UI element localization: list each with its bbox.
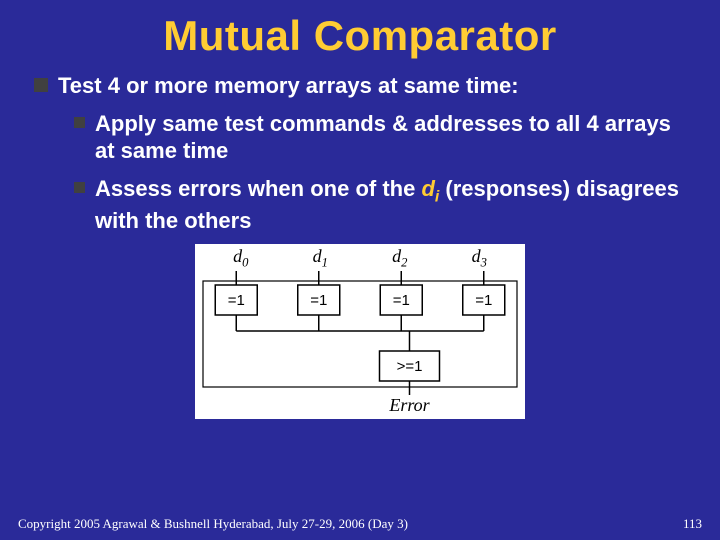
input-label-d0: d0 [201, 246, 281, 271]
input-label-d1: d1 [281, 246, 361, 271]
text-fragment: Assess errors when one of the [95, 176, 421, 201]
svg-text:=1: =1 [393, 292, 410, 309]
svg-text:>=1: >=1 [397, 358, 423, 375]
square-bullet-icon [74, 182, 85, 193]
slide-title: Mutual Comparator [0, 0, 720, 60]
diagram-input-labels: d0 d1 d2 d3 [195, 246, 525, 271]
input-label-d3: d3 [440, 246, 520, 271]
comparator-diagram: d0 d1 d2 d3 =1 =1 =1 =1 >=1 Error [195, 244, 525, 419]
svg-text:=1: =1 [310, 292, 327, 309]
slide-footer: Copyright 2005 Agrawal & Bushnell Hydera… [0, 516, 720, 532]
copyright-text: Copyright 2005 Agrawal & Bushnell Hydera… [18, 516, 408, 532]
bullet-main: Test 4 or more memory arrays at same tim… [34, 72, 686, 100]
bullet-sub-2: Assess errors when one of the di (respon… [74, 175, 686, 235]
square-bullet-icon [34, 78, 48, 92]
square-bullet-icon [74, 117, 85, 128]
page-number: 113 [683, 516, 702, 532]
var-d: di [421, 176, 439, 201]
bullet-main-text: Test 4 or more memory arrays at same tim… [58, 72, 519, 100]
input-label-d2: d2 [360, 246, 440, 271]
bullet-sub-1-text: Apply same test commands & addresses to … [95, 110, 686, 165]
svg-text:Error: Error [388, 395, 430, 415]
bullet-sub-2-text: Assess errors when one of the di (respon… [95, 175, 686, 235]
bullet-sub-1: Apply same test commands & addresses to … [74, 110, 686, 165]
slide-body: Test 4 or more memory arrays at same tim… [0, 60, 720, 419]
diagram-svg: =1 =1 =1 =1 >=1 Error [195, 271, 525, 417]
svg-text:=1: =1 [475, 292, 492, 309]
svg-text:=1: =1 [228, 292, 245, 309]
